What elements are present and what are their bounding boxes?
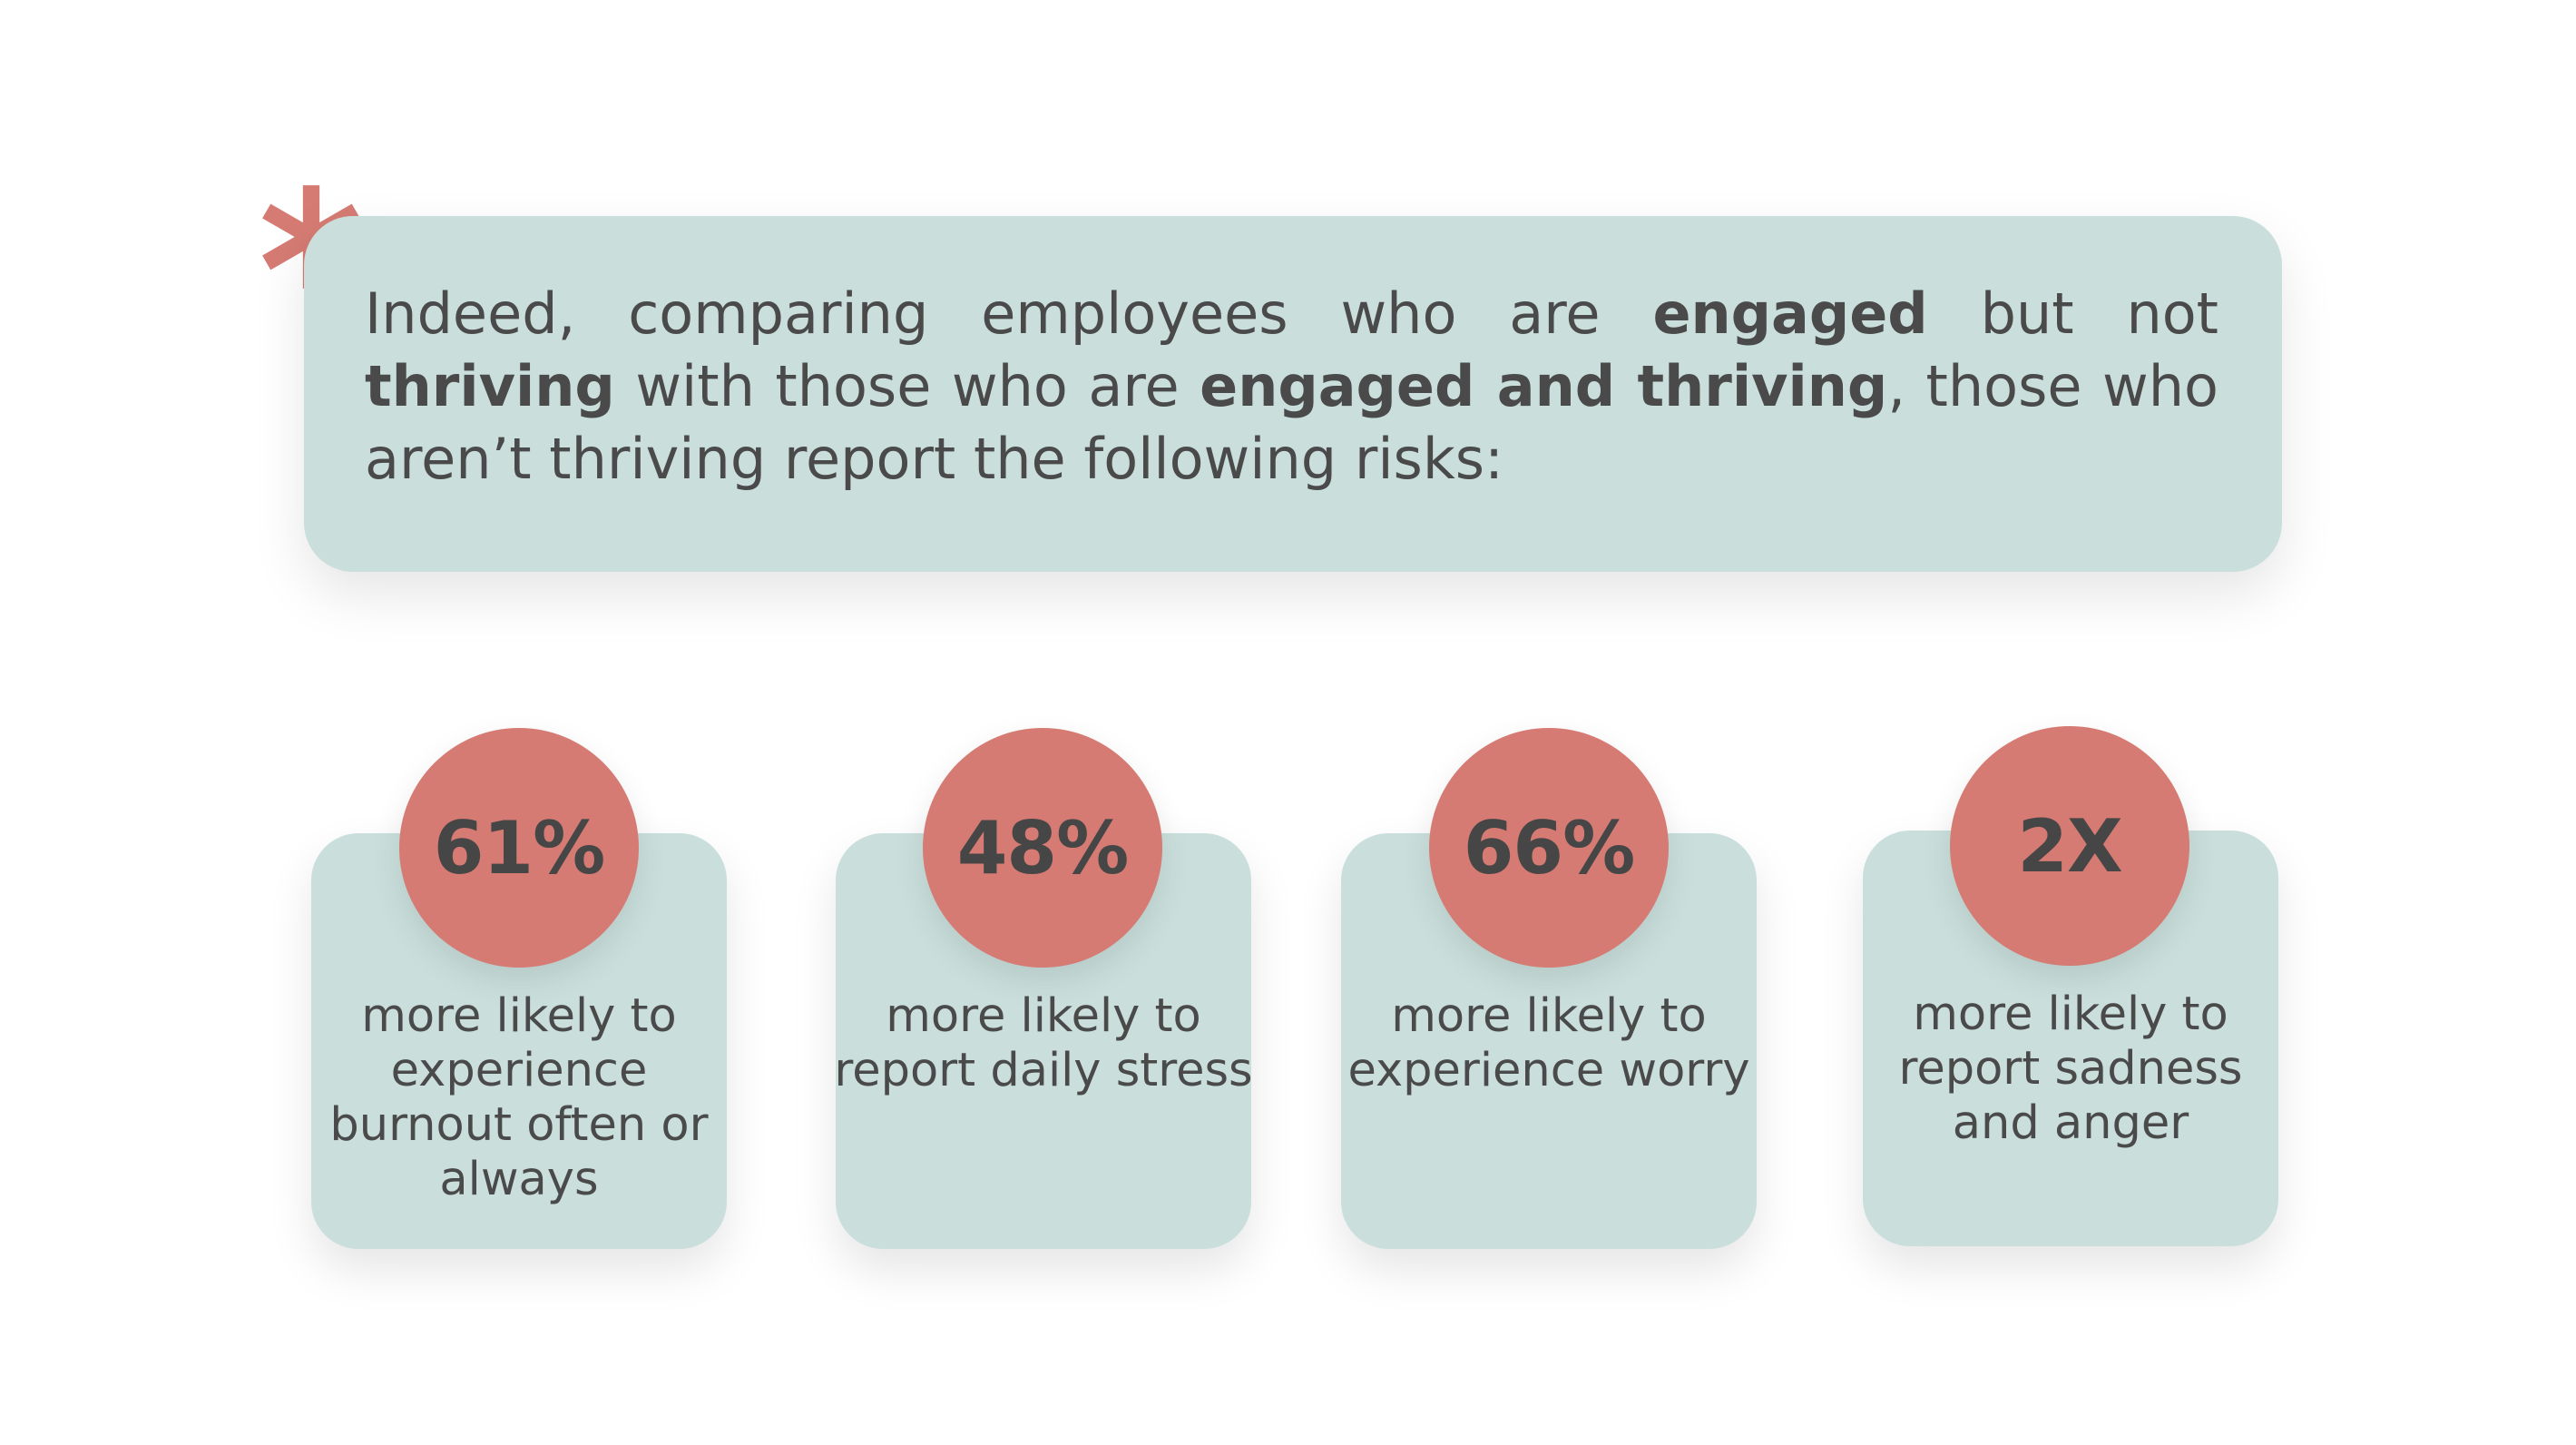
stat-description-worry: more likely to experience worry [1347, 989, 1750, 1097]
stat-value-worry: 66% [1429, 728, 1669, 968]
stat-description-burnout: more likely to experience burnout often … [329, 989, 709, 1206]
intro-text: Indeed, comparing employees who are enga… [365, 278, 2218, 496]
stat-description-stress: more likely to report daily stress [834, 989, 1253, 1097]
stat-value-burnout: 61% [399, 728, 639, 968]
intro-emphasis-thriving: thriving [365, 353, 615, 419]
intro-emphasis-engaged-and-thriving: engaged and thriving [1200, 353, 1888, 419]
stat-value-sadness-anger: 2X [1950, 726, 2189, 966]
intro-emphasis-engaged: engaged [1652, 280, 1928, 347]
intro-text-part-3: with those who are [614, 353, 1200, 419]
intro-text-part-4: , those who aren’t thriving report the f… [365, 353, 2218, 492]
intro-text-part-1: Indeed, comparing employees who are [365, 280, 1653, 347]
intro-text-part-2: but not [1927, 280, 2218, 347]
stat-value-stress: 48% [923, 728, 1162, 968]
intro-box: Indeed, comparing employees who are enga… [304, 216, 2282, 572]
stat-description-sadness-anger: more likely to report sadness and anger [1898, 988, 2243, 1150]
